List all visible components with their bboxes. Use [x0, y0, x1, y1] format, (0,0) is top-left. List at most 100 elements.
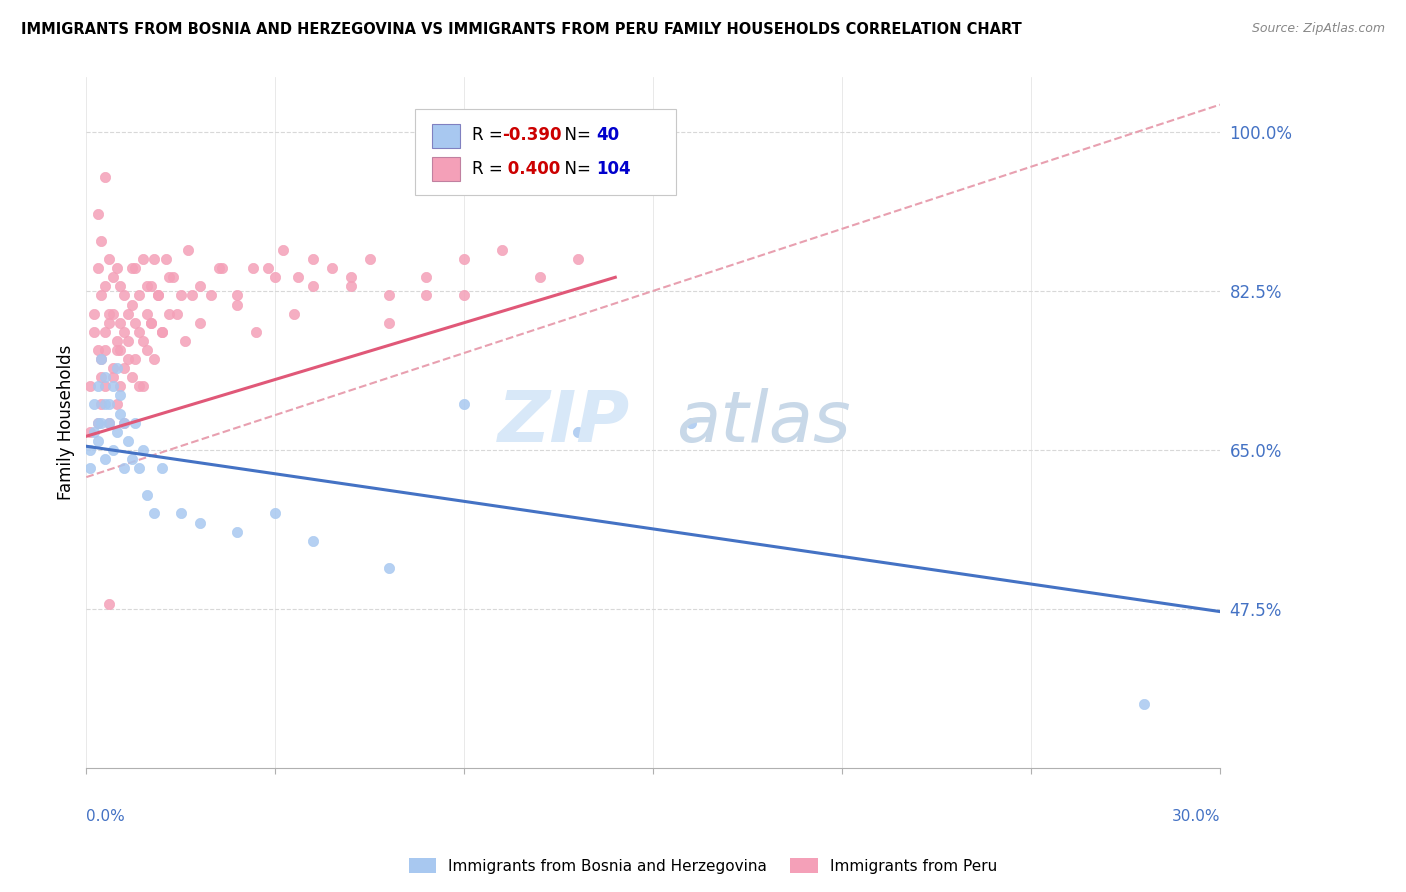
Point — [110, 316, 132, 330]
Point — [124, 416, 146, 430]
Point — [124, 261, 146, 276]
Point — [94, 370, 117, 384]
Point — [453, 252, 475, 266]
Point — [121, 452, 143, 467]
Point — [155, 252, 177, 266]
Point — [94, 343, 117, 357]
Point — [679, 416, 702, 430]
Y-axis label: Family Households: Family Households — [58, 345, 75, 500]
Point — [90, 288, 112, 302]
Point — [86, 343, 108, 357]
Text: 40: 40 — [596, 127, 620, 145]
Point — [94, 379, 117, 393]
FancyBboxPatch shape — [432, 157, 460, 181]
Text: R =: R = — [471, 160, 508, 178]
Point — [86, 434, 108, 448]
Point — [90, 234, 112, 248]
Text: 104: 104 — [596, 160, 631, 178]
Point — [170, 507, 193, 521]
Point — [226, 288, 249, 302]
Point — [302, 279, 325, 293]
Point — [83, 325, 105, 339]
Point — [339, 279, 361, 293]
Point — [79, 379, 101, 393]
Point — [101, 370, 124, 384]
Point — [105, 361, 128, 376]
Point — [132, 442, 155, 457]
Point — [112, 461, 135, 475]
Point — [256, 261, 278, 276]
Point — [415, 270, 437, 285]
Point — [150, 325, 173, 339]
Point — [157, 270, 180, 285]
Point — [188, 516, 211, 530]
Point — [117, 307, 139, 321]
Text: N=: N= — [554, 160, 596, 178]
Point — [112, 416, 135, 430]
Point — [226, 524, 249, 539]
Point — [117, 334, 139, 348]
Point — [90, 416, 112, 430]
Point — [150, 461, 173, 475]
Point — [132, 252, 155, 266]
Point — [86, 416, 108, 430]
Point — [86, 416, 108, 430]
Point — [139, 316, 162, 330]
Point — [453, 288, 475, 302]
Point — [264, 507, 287, 521]
Point — [79, 425, 101, 439]
Point — [94, 170, 117, 185]
Point — [245, 325, 267, 339]
Point — [181, 288, 204, 302]
Point — [529, 270, 551, 285]
Point — [94, 452, 117, 467]
Point — [242, 261, 264, 276]
Point — [83, 307, 105, 321]
Text: R =: R = — [471, 127, 508, 145]
Point — [110, 407, 132, 421]
Point — [321, 261, 343, 276]
Point — [94, 397, 117, 411]
Point — [128, 379, 150, 393]
Point — [79, 461, 101, 475]
Point — [453, 397, 475, 411]
Point — [94, 325, 117, 339]
Point — [135, 343, 157, 357]
Point — [83, 397, 105, 411]
Point — [377, 288, 399, 302]
Point — [121, 261, 143, 276]
Point — [128, 325, 150, 339]
Text: 30.0%: 30.0% — [1171, 809, 1220, 823]
Point — [143, 507, 166, 521]
Point — [567, 252, 589, 266]
Point — [105, 397, 128, 411]
Point — [97, 397, 120, 411]
Point — [90, 370, 112, 384]
Point — [86, 379, 108, 393]
Point — [132, 334, 155, 348]
Point — [117, 352, 139, 367]
Point — [124, 316, 146, 330]
Point — [135, 488, 157, 502]
Point — [94, 279, 117, 293]
Point — [112, 361, 135, 376]
Point — [135, 307, 157, 321]
Point — [1133, 697, 1156, 711]
Point — [101, 270, 124, 285]
Point — [86, 261, 108, 276]
Point — [97, 316, 120, 330]
Point — [150, 325, 173, 339]
Point — [271, 243, 294, 257]
Point — [226, 297, 249, 311]
Point — [112, 325, 135, 339]
Point — [491, 243, 513, 257]
Point — [188, 279, 211, 293]
Point — [287, 270, 309, 285]
Point — [79, 442, 101, 457]
Point — [377, 316, 399, 330]
Point — [101, 361, 124, 376]
Point — [211, 261, 233, 276]
Point — [101, 379, 124, 393]
Point — [110, 279, 132, 293]
Point — [86, 207, 108, 221]
